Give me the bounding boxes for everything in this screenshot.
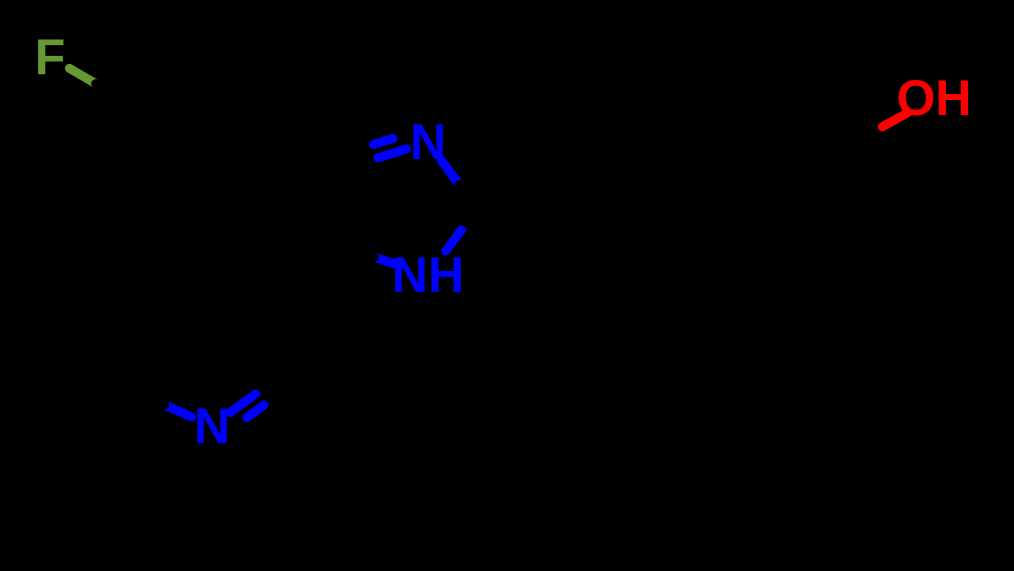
n-label: N [194,398,230,454]
molecule-diagram: F N NH N OH [0,0,1014,571]
f-label: F [35,29,66,85]
n-label: N [410,114,446,170]
o-label: OH [896,70,971,126]
n-label: NH [392,247,464,303]
